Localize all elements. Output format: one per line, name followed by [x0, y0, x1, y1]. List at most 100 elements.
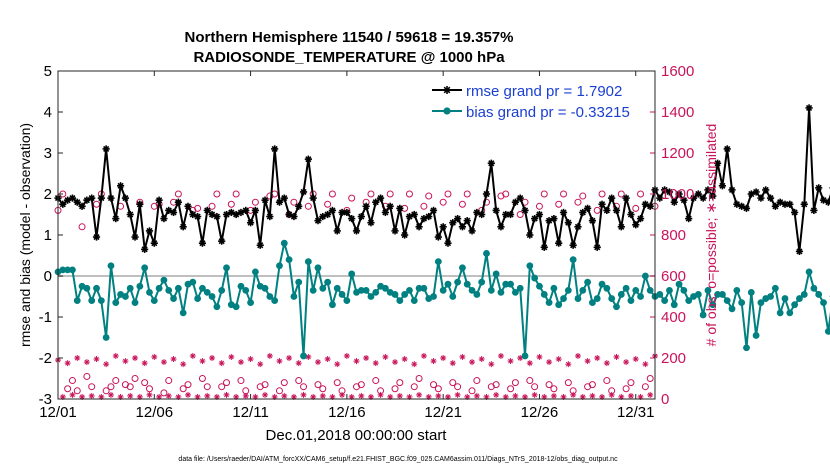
point-rmse: [300, 188, 307, 195]
point-assimilated: [493, 392, 499, 398]
point-rmse: [131, 233, 138, 240]
point-bias: [733, 287, 740, 294]
point-rmse: [141, 246, 148, 253]
point-assimilated: [238, 359, 244, 365]
point-rmse: [637, 215, 644, 222]
point-rmse: [444, 240, 451, 247]
point-rmse: [464, 217, 471, 224]
y-left-tick-label: 5: [44, 63, 52, 80]
point-bias: [815, 291, 822, 298]
point-rmse: [555, 240, 562, 247]
point-bias: [242, 287, 249, 294]
point-rmse: [247, 219, 254, 226]
point-bias: [276, 262, 283, 269]
point-bias: [810, 285, 817, 292]
point-rmse: [156, 197, 163, 204]
point-bias: [671, 301, 678, 308]
point-rmse: [266, 213, 273, 220]
point-bias: [550, 285, 557, 292]
point-rmse: [536, 211, 543, 218]
point-bias: [473, 291, 480, 298]
x-tick-label: 12/01: [39, 404, 77, 421]
point-rmse: [815, 184, 822, 191]
point-bias: [743, 344, 750, 351]
point-assimilated: [339, 392, 345, 398]
point-bias: [724, 297, 731, 304]
point-bias: [806, 269, 813, 276]
x-tick-label: 12/21: [424, 404, 462, 421]
point-assimilated: [642, 361, 648, 367]
point-assimilated: [286, 355, 292, 361]
point-assimilated: [65, 360, 71, 366]
point-bias: [141, 264, 148, 271]
point-assimilated: [570, 392, 576, 398]
point-bias: [93, 285, 100, 292]
point-rmse: [261, 197, 268, 204]
point-rmse: [584, 205, 591, 212]
y-right-tick-label: 1200: [661, 145, 694, 162]
point-assimilated: [108, 392, 114, 398]
point-bias: [522, 353, 529, 360]
point-assimilated: [69, 392, 75, 398]
point-rmse: [440, 223, 447, 230]
point-assimilated: [301, 392, 307, 398]
point-bias: [560, 295, 567, 302]
point-bias: [421, 285, 428, 292]
point-rmse: [603, 207, 610, 214]
point-bias: [637, 293, 644, 300]
point-rmse: [623, 195, 630, 202]
y-left-tick-label: -1: [39, 309, 52, 326]
point-bias: [156, 285, 163, 292]
point-bias: [579, 287, 586, 294]
point-bias: [748, 289, 755, 296]
point-bias: [83, 285, 90, 292]
point-bias: [146, 289, 153, 296]
point-bias: [315, 264, 322, 271]
point-rmse: [541, 244, 548, 251]
point-rmse: [107, 195, 114, 202]
point-bias: [372, 289, 379, 296]
point-bias: [565, 287, 572, 294]
point-rmse: [180, 223, 187, 230]
x-tick-label: 12/16: [328, 404, 366, 421]
point-rmse: [425, 213, 432, 220]
point-bias: [175, 285, 182, 292]
point-bias: [435, 258, 442, 265]
point-rmse: [257, 242, 264, 249]
point-rmse: [589, 217, 596, 224]
point-rmse: [430, 207, 437, 214]
point-rmse: [175, 199, 182, 206]
point-bias: [445, 281, 452, 288]
point-bias: [753, 332, 760, 339]
point-rmse: [290, 213, 297, 220]
point-bias: [801, 291, 808, 298]
point-assimilated: [594, 355, 600, 361]
point-assimilated: [488, 361, 494, 367]
y-axis-left-label: rmse and bias (model - observation): [17, 123, 33, 347]
point-bias: [69, 266, 76, 273]
point-bias: [396, 297, 403, 304]
point-bias: [603, 285, 610, 292]
y-right-tick-label: 0: [661, 391, 669, 408]
point-rmse: [184, 203, 191, 210]
point-rmse: [805, 104, 812, 111]
point-bias: [536, 283, 543, 290]
point-rmse: [517, 195, 524, 202]
point-bias: [526, 262, 533, 269]
point-bias: [189, 279, 196, 286]
y-right-tick-label: 400: [661, 309, 686, 326]
point-rmse: [160, 215, 167, 222]
point-assimilated: [546, 359, 552, 365]
point-rmse: [401, 231, 408, 238]
point-bias: [218, 287, 225, 294]
point-assimilated: [103, 361, 109, 367]
point-rmse: [608, 195, 615, 202]
point-rmse: [271, 145, 278, 152]
point-bias: [541, 291, 548, 298]
point-bias: [122, 293, 129, 300]
point-rmse: [753, 188, 760, 195]
point-bias: [112, 299, 119, 306]
point-bias: [772, 285, 779, 292]
point-bias: [213, 303, 220, 310]
point-rmse: [594, 244, 601, 251]
